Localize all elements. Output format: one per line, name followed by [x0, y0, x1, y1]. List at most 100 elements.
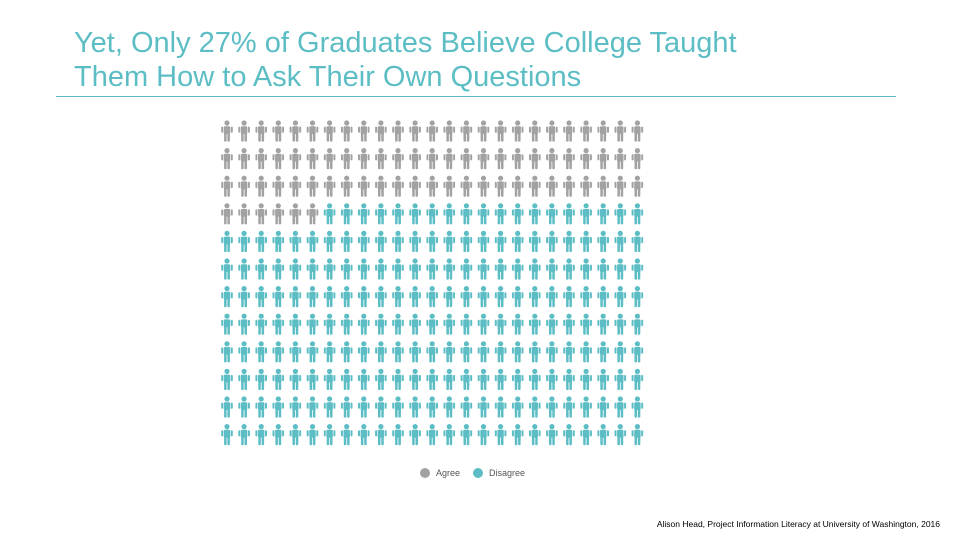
person-icon-agree — [597, 175, 609, 197]
person-icon-disagree — [375, 258, 387, 280]
person-icon-agree — [272, 120, 285, 142]
icon-grid — [221, 120, 644, 446]
person-icon-disagree — [272, 396, 285, 418]
person-icon-disagree — [631, 313, 644, 335]
person-icon-disagree — [392, 368, 404, 390]
person-icon-disagree — [375, 203, 387, 225]
person-icon-disagree — [426, 424, 438, 446]
person-icon-disagree — [494, 203, 507, 225]
person-icon-disagree — [614, 258, 627, 280]
person-icon-agree — [392, 120, 404, 142]
person-icon-agree — [460, 148, 473, 170]
person-icon-disagree — [631, 396, 644, 418]
person-icon-disagree — [529, 230, 541, 252]
person-icon-agree — [375, 148, 387, 170]
person-icon-agree — [631, 175, 644, 197]
person-icon-agree — [255, 175, 267, 197]
person-icon-disagree — [563, 313, 575, 335]
person-icon-agree — [614, 120, 627, 142]
person-icon-disagree — [272, 424, 285, 446]
person-icon-agree — [358, 175, 370, 197]
person-icon-disagree — [409, 368, 421, 390]
person-icon-disagree — [477, 230, 490, 252]
person-icon-disagree — [597, 396, 609, 418]
person-icon-disagree — [289, 368, 302, 390]
person-icon-disagree — [289, 424, 302, 446]
person-icon-disagree — [323, 230, 336, 252]
person-icon-disagree — [614, 286, 627, 308]
person-icon-disagree — [443, 286, 456, 308]
person-icon-disagree — [631, 424, 644, 446]
person-icon-disagree — [392, 258, 404, 280]
person-icon-disagree — [323, 424, 336, 446]
person-icon-disagree — [358, 368, 370, 390]
legend-label-disagree: Disagree — [489, 468, 525, 478]
person-icon-agree — [511, 175, 524, 197]
person-icon-disagree — [494, 230, 507, 252]
person-icon-disagree — [358, 203, 370, 225]
person-icon-disagree — [546, 258, 558, 280]
person-icon-disagree — [272, 258, 285, 280]
person-icon-agree — [494, 120, 507, 142]
person-icon-disagree — [426, 313, 438, 335]
person-icon-disagree — [272, 368, 285, 390]
person-icon-disagree — [597, 286, 609, 308]
person-icon-agree — [529, 175, 541, 197]
person-icon-disagree — [580, 313, 592, 335]
person-icon-disagree — [563, 203, 575, 225]
person-icon-disagree — [289, 258, 302, 280]
person-icon-disagree — [546, 286, 558, 308]
person-icon-agree — [426, 175, 438, 197]
person-icon-disagree — [460, 203, 473, 225]
person-icon-disagree — [477, 203, 490, 225]
person-icon-agree — [631, 120, 644, 142]
person-icon-disagree — [375, 424, 387, 446]
person-icon-agree — [546, 148, 558, 170]
person-icon-agree — [358, 148, 370, 170]
chart-legend: Agree Disagree — [420, 468, 525, 478]
person-icon-disagree — [375, 230, 387, 252]
person-icon-disagree — [580, 368, 592, 390]
person-icon-disagree — [358, 396, 370, 418]
person-icon-disagree — [340, 203, 353, 225]
person-icon-disagree — [631, 368, 644, 390]
person-icon-disagree — [460, 286, 473, 308]
person-icon-disagree — [529, 313, 541, 335]
person-icon-disagree — [375, 396, 387, 418]
person-icon-disagree — [546, 396, 558, 418]
person-icon-disagree — [529, 368, 541, 390]
person-icon-disagree — [323, 286, 336, 308]
person-icon-disagree — [580, 341, 592, 363]
person-icon-disagree — [511, 368, 524, 390]
person-icon-disagree — [511, 230, 524, 252]
person-icon-disagree — [494, 368, 507, 390]
person-icon-disagree — [306, 368, 319, 390]
person-icon-disagree — [460, 230, 473, 252]
person-icon-disagree — [289, 286, 302, 308]
person-icon-agree — [597, 148, 609, 170]
person-icon-disagree — [563, 258, 575, 280]
person-icon-agree — [614, 148, 627, 170]
person-icon-disagree — [255, 341, 267, 363]
person-icon-agree — [289, 120, 302, 142]
person-icon-disagree — [238, 286, 250, 308]
person-icon-disagree — [221, 396, 233, 418]
person-icon-disagree — [426, 286, 438, 308]
person-icon-agree — [477, 120, 490, 142]
person-icon-disagree — [289, 313, 302, 335]
person-icon-disagree — [409, 258, 421, 280]
person-icon-agree — [392, 148, 404, 170]
person-icon-disagree — [443, 341, 456, 363]
person-icon-disagree — [323, 341, 336, 363]
person-icon-disagree — [460, 424, 473, 446]
person-icon-agree — [238, 175, 250, 197]
person-icon-disagree — [272, 313, 285, 335]
person-icon-agree — [340, 175, 353, 197]
person-icon-disagree — [597, 258, 609, 280]
person-icon-disagree — [255, 313, 267, 335]
person-icon-disagree — [392, 424, 404, 446]
person-icon-agree — [494, 148, 507, 170]
person-icon-disagree — [477, 368, 490, 390]
person-icon-disagree — [443, 258, 456, 280]
person-icon-disagree — [580, 258, 592, 280]
